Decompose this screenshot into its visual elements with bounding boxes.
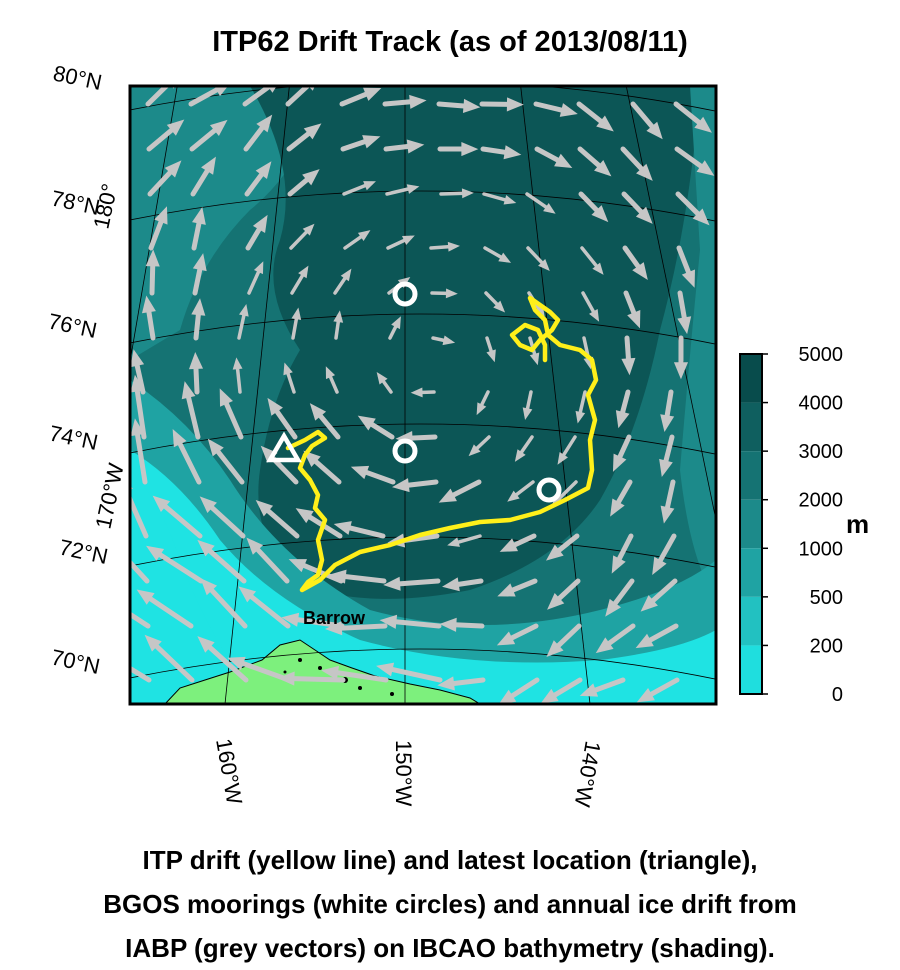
lat-label-76: 76°N (46, 308, 99, 343)
lon-label-160w: 160°W (211, 737, 247, 807)
colorbar-tick-label: 4000 (799, 393, 844, 415)
colorbar-tick-label: 2000 (799, 490, 844, 512)
colorbar-segment (740, 548, 762, 597)
caption-line-3: IABP (grey vectors) on IBCAO bathymetry … (0, 926, 900, 970)
colorbar-segment (740, 403, 762, 452)
lat-label-72: 72°N (57, 534, 110, 569)
barrow-label: Barrow (303, 608, 366, 628)
lon-label-180: 180° (88, 181, 122, 231)
lat-label-70: 70°N (49, 644, 102, 679)
drift-vector-head (93, 590, 111, 605)
lat-label-80: 80°N (51, 60, 104, 95)
lon-label-170w: 170°W (90, 461, 128, 531)
colorbar-segment (740, 354, 762, 403)
lon-label-150w: 150°W (391, 740, 416, 807)
colorbar-segment (740, 597, 762, 646)
caption-line-1: ITP drift (yellow line) and latest locat… (0, 838, 900, 882)
colorbar-segment (740, 500, 762, 549)
colorbar-segment (740, 451, 762, 500)
caption-line-2: BGOS moorings (white circles) and annual… (0, 882, 900, 926)
lat-label-74: 74°N (47, 420, 100, 455)
colorbar-tick-label: 5000 (799, 344, 844, 366)
colorbar-tick-label: 500 (810, 587, 843, 609)
colorbar-segment (740, 645, 762, 694)
colorbar-tick-label: 3000 (799, 441, 844, 463)
colorbar-unit: m (846, 509, 869, 539)
colorbar-tick-label: 200 (810, 635, 843, 657)
figure-caption: ITP drift (yellow line) and latest locat… (0, 838, 900, 970)
colorbar-tick-label: 0 (832, 684, 843, 706)
colorbar-tick-label: 1000 (799, 538, 844, 560)
lon-label-140w: 140°W (570, 739, 606, 809)
